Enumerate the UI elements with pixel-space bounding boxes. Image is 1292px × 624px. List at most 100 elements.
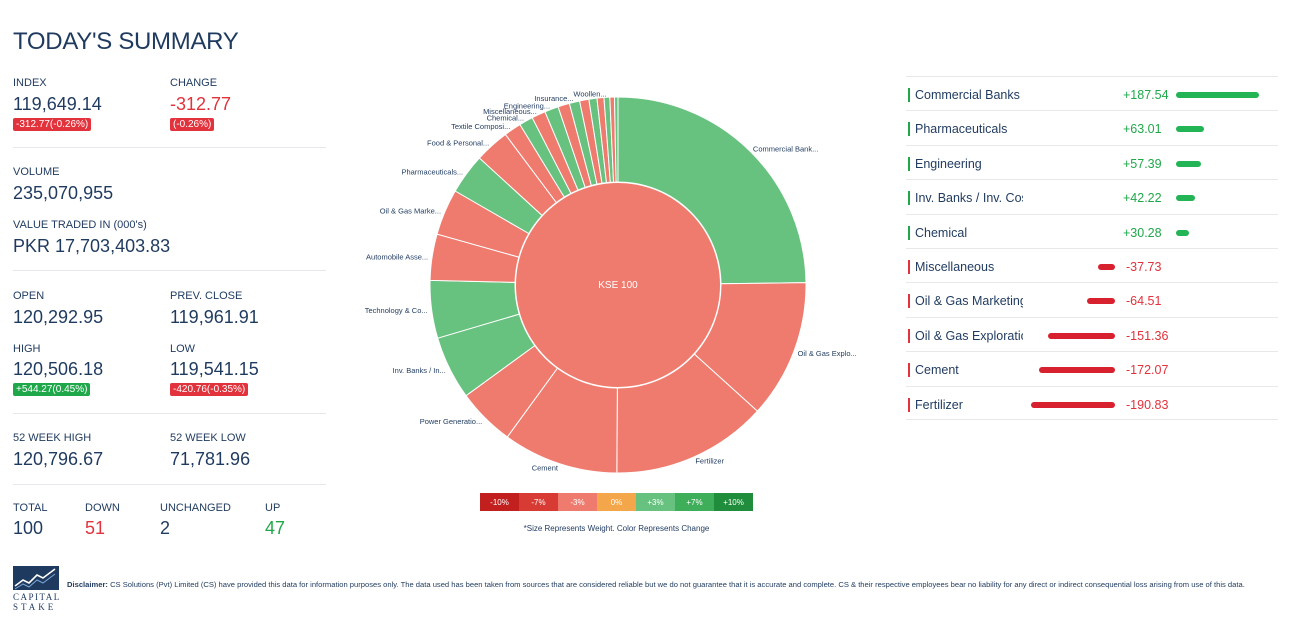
sector-change-bar (1176, 160, 1202, 167)
sector-change-bar (1031, 401, 1115, 408)
scale-step: -3% (558, 493, 597, 511)
disclaimer: Disclaimer: CS Solutions (Pvt) Limited (… (67, 580, 1267, 589)
sunburst-center[interactable] (516, 183, 720, 387)
sector-marker (908, 88, 910, 102)
sector-performance-list: Commercial Banks +187.54 Pharmaceuticals +6… (906, 76, 1278, 420)
sector-name: Inv. Banks / Inv. Cos. (915, 191, 1023, 206)
sunburst-segment-label: Miscellaneous... (483, 107, 537, 116)
change-value: -312.77 (170, 94, 232, 114)
sector-change-bar (1176, 126, 1204, 133)
sector-marker (908, 259, 910, 274)
volume-value: 235,070,955 (13, 183, 114, 203)
total-label: TOTAL (13, 502, 48, 514)
sector-marker (908, 397, 910, 412)
sector-name: Pharmaceuticals (915, 122, 1008, 137)
sector-change-bar (1086, 298, 1115, 305)
scale-step: +3% (636, 493, 675, 511)
week52-low-value: 71,781.96 (170, 449, 251, 469)
sunburst-segment-label: Insurance... (534, 94, 573, 103)
sector-marker (908, 122, 910, 137)
sector-change-value: -190.83 (1126, 397, 1169, 412)
sector-sunburst-chart[interactable]: Commercial Bank... Oil & Gas Explo... Fert… (355, 80, 865, 480)
high-change-badge: +544.27(0.45%) (13, 383, 91, 396)
sector-name: Commercial Banks (915, 88, 1020, 102)
divider (13, 413, 326, 414)
divider (13, 484, 326, 485)
low-value: 119,541.15 (170, 359, 259, 379)
sunburst-segment-label: Textile Composi... (451, 122, 510, 131)
sector-change-bar (1098, 263, 1115, 270)
sector-marker (908, 294, 910, 309)
sunburst-segment-label: Pharmaceuticals... (401, 167, 463, 176)
sunburst-center-label: KSE 100 (598, 280, 638, 291)
change-percent-badge: (-0.26%) (170, 118, 215, 131)
unchanged-value: 2 (160, 518, 171, 538)
sector-row[interactable]: Pharmaceuticals +63.01 (906, 110, 1278, 144)
sunburst-segment-label: Chemical... (487, 114, 525, 123)
sector-change-value: -172.07 (1126, 363, 1169, 378)
value-traded-value: PKR 17,703,403.83 (13, 236, 171, 256)
sunburst-segment[interactable] (617, 96, 807, 285)
sector-name: Oil & Gas Marketing (915, 294, 1023, 309)
sector-row[interactable]: Oil & Gas Marketing -64.51 (906, 282, 1278, 316)
high-label: HIGH (13, 343, 41, 355)
color-scale-legend: -10% -7% -3% 0% +3% +7% +10% (480, 493, 753, 511)
sunburst-segment-label: Automobile Asse... (366, 252, 428, 261)
prev-close-value: 119,961.91 (170, 307, 259, 327)
sector-marker (908, 156, 910, 171)
index-value: 119,649.14 (13, 94, 102, 114)
sector-name: Oil & Gas Exploration (915, 328, 1023, 343)
sector-row[interactable]: Cement -172.07 (906, 351, 1278, 385)
scale-step: +10% (714, 493, 753, 511)
low-label: LOW (170, 343, 196, 355)
divider (13, 270, 326, 271)
low-change-badge: -420.76(-0.35%) (170, 383, 249, 396)
sector-change-value: -151.36 (1126, 328, 1169, 343)
unchanged-label: UNCHANGED (160, 502, 231, 514)
sector-name: Cement (915, 363, 959, 378)
sector-change-value: +30.28 (1123, 225, 1162, 240)
sector-change-value: -64.51 (1126, 294, 1162, 309)
sector-row[interactable]: Miscellaneous -37.73 (906, 247, 1278, 282)
down-label: DOWN (85, 502, 120, 514)
sector-marker (908, 328, 910, 343)
open-value: 120,292.95 (13, 307, 104, 327)
scale-note: *Size Represents Weight. Color Represent… (523, 524, 710, 533)
index-label: INDEX (13, 77, 47, 89)
index-change-badge: -312.77(-0.26%) (13, 118, 92, 131)
sector-change-bar (1176, 195, 1195, 202)
prev-close-label: PREV. CLOSE (170, 290, 243, 302)
disclaimer-label: Disclaimer: (67, 580, 108, 589)
sunburst-segment[interactable] (613, 96, 619, 183)
down-value: 51 (85, 518, 106, 538)
sunburst-segment-label: Commercial Bank... (753, 144, 818, 153)
sector-marker (908, 363, 910, 378)
sunburst-segment-label: Power Generatio... (420, 417, 483, 426)
sector-change-value: +187.54 (1123, 88, 1169, 102)
sector-row[interactable]: Commercial Banks +187.54 (906, 76, 1278, 110)
sector-name: Fertilizer (915, 397, 963, 412)
up-value: 47 (265, 518, 286, 538)
disclaimer-text: CS Solutions (Pvt) Limited (CS) have pro… (110, 580, 1245, 589)
sunburst-segment-label: Oil & Gas Explo... (798, 349, 857, 358)
sector-row[interactable]: Oil & Gas Exploration -151.36 (906, 316, 1278, 351)
value-traded-label: VALUE TRADED IN (000's) (13, 219, 147, 231)
sector-row[interactable]: Engineering +57.39 (906, 144, 1278, 179)
sector-row[interactable]: Chemical +30.28 (906, 213, 1278, 248)
total-value: 100 (13, 518, 44, 538)
high-value: 120,506.18 (13, 359, 104, 379)
week52-high-label: 52 WEEK HIGH (13, 432, 92, 444)
sector-change-value: +57.39 (1123, 156, 1162, 171)
scale-step: -10% (480, 493, 519, 511)
sector-marker (908, 225, 910, 240)
sector-row[interactable]: Fertilizer -190.83 (906, 385, 1278, 420)
scale-step: +7% (675, 493, 714, 511)
sunburst-segment-label: Engineering... (504, 101, 550, 110)
sector-name: Engineering (915, 156, 982, 171)
week52-high-value: 120,796.67 (13, 449, 104, 469)
up-label: UP (265, 502, 281, 514)
sunburst-segment-label: Oil & Gas Marke... (380, 206, 441, 215)
open-label: OPEN (13, 290, 45, 302)
sector-change-bar (1039, 367, 1115, 374)
sector-row[interactable]: Inv. Banks / Inv. Cos. +42.22 (906, 179, 1278, 213)
